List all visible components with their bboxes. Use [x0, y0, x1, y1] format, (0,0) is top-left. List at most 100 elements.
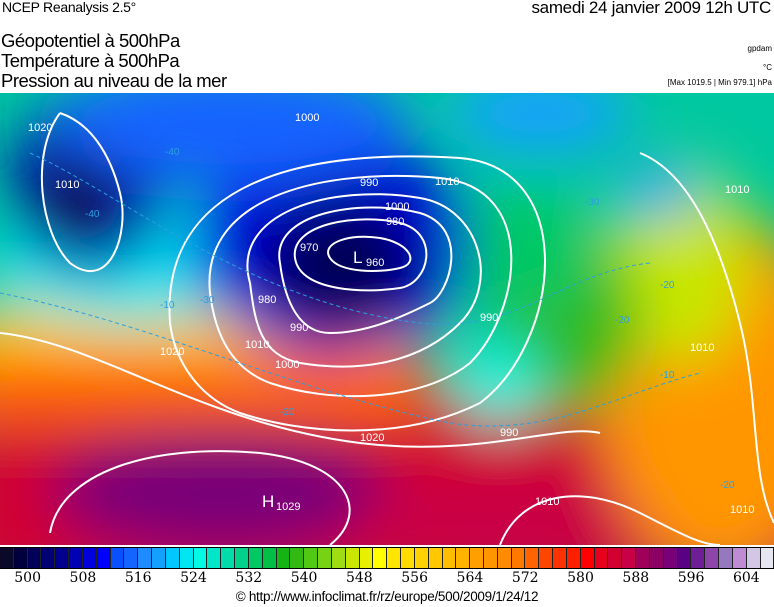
isotherm-label: -20	[280, 407, 295, 418]
color-scale-cell	[207, 548, 222, 568]
color-scale-cell	[359, 548, 374, 568]
color-scale-tick: 508	[69, 570, 97, 586]
color-scale-cell	[414, 548, 429, 568]
color-scale-cell	[248, 548, 263, 568]
high-value: 1029	[276, 501, 300, 513]
unit-pressure: [Max 1019.5 | Min 979.1] hPa	[667, 78, 772, 87]
color-scale-cell	[41, 548, 56, 568]
isotherm-label: -20	[615, 315, 630, 326]
isobar-970	[293, 218, 428, 292]
color-scale-cell	[566, 548, 581, 568]
isobar-1010	[168, 155, 546, 432]
color-scale-tick: 540	[290, 570, 318, 586]
color-scale-tick: 604	[732, 570, 760, 586]
color-scale-cell	[525, 548, 540, 568]
unit-geopotential: gpdam	[747, 44, 772, 53]
unit-temperature: °C	[763, 63, 772, 72]
color-scale-cell	[124, 548, 139, 568]
isotherm-label: -40	[165, 147, 180, 158]
color-scale-cell	[594, 548, 609, 568]
color-scale-cell	[331, 548, 346, 568]
color-scale-cell	[110, 548, 125, 568]
color-scale-cell	[262, 548, 277, 568]
color-scale-cell	[345, 548, 360, 568]
color-scale-cell	[428, 548, 443, 568]
color-scale-cell	[373, 548, 388, 568]
isobar-label: 1000	[295, 112, 319, 124]
isobar-label: 1010	[730, 504, 754, 516]
color-scale-cell	[719, 548, 733, 568]
color-scale-cell	[235, 548, 249, 568]
isobar-label: 990	[360, 177, 378, 189]
isotherm-label: -10	[160, 300, 175, 311]
isotherm-labels: -40 -40 -30 -30 -20 -20 -20 -20 -10 -10	[85, 147, 735, 491]
color-scale-cell	[608, 548, 623, 568]
color-scale	[0, 547, 774, 569]
isobar-label: 1010	[55, 179, 79, 191]
color-scale-cell	[691, 548, 706, 568]
color-scale-cell	[27, 548, 42, 568]
color-scale-cell	[442, 548, 457, 568]
isotherm-label: -20	[720, 480, 735, 491]
isotherm-label: -10	[660, 370, 675, 381]
color-scale-cell	[649, 548, 664, 568]
color-scale-cell	[401, 548, 415, 568]
isobar-label: 990	[290, 322, 308, 334]
title-geopotential: Géopotentiel à 500hPa	[1, 30, 180, 51]
color-scale-cell	[511, 548, 526, 568]
color-scale-tick: 580	[567, 570, 594, 586]
color-scale-cell	[677, 548, 692, 568]
model-source: NCEP Reanalysis 2.5°	[2, 0, 136, 15]
color-scale-tick: 532	[235, 570, 263, 586]
isobar-label: 1010	[535, 496, 559, 508]
color-scale-cell	[138, 548, 153, 568]
color-scale-cell	[55, 548, 70, 568]
color-scale-cell	[456, 548, 471, 568]
isotherm-label: -20	[660, 280, 675, 291]
color-scale-cell	[304, 548, 319, 568]
isobar-label: 980	[258, 294, 276, 306]
isobar-1000	[208, 175, 513, 398]
isobar-label: 1020	[160, 346, 184, 358]
title-temperature: Température à 500hPa	[1, 50, 180, 71]
color-scale-cell	[553, 548, 567, 568]
color-scale-cell	[179, 548, 194, 568]
color-scale-cell	[276, 548, 291, 568]
weather-map: L 960 H 1029 1020 1010 1000 990 980 970 980 990…	[0, 93, 774, 545]
low-symbol: L	[353, 248, 362, 267]
copyright-url[interactable]: © http://www.infoclimat.fr/rz/europe/500…	[235, 589, 539, 604]
isobar-label: 1010	[245, 339, 269, 351]
isobar-label: 980	[386, 216, 404, 228]
isobar-label: 970	[300, 242, 318, 254]
color-scale-cell	[732, 548, 747, 568]
isobar-990	[246, 193, 482, 368]
isobar-1010-africa	[499, 495, 721, 545]
isobar-label: 1010	[725, 184, 749, 196]
color-scale-tick: 564	[456, 570, 484, 586]
title-pressure: Pression au niveau de la mer	[1, 70, 227, 91]
isobar-980	[278, 206, 453, 335]
isobar-1020	[0, 332, 601, 448]
isobar-label: 1010	[435, 176, 459, 188]
color-scale-tick: 500	[14, 570, 42, 586]
color-scale-cell	[82, 548, 97, 568]
color-scale-tick: 596	[677, 570, 705, 586]
isotherm-label: -30	[200, 295, 215, 306]
color-scale-cell	[497, 548, 512, 568]
color-scale-tick: 588	[622, 570, 650, 586]
color-scale-cell	[152, 548, 166, 568]
color-scale-tick: 572	[511, 570, 539, 586]
isobars	[0, 112, 774, 545]
high-symbol: H	[262, 492, 274, 511]
isobar-1020-south	[49, 450, 351, 545]
geopotential-field	[0, 93, 774, 545]
color-scale-cell	[0, 548, 14, 568]
isobar-label: 1000	[275, 359, 299, 371]
pressure-center-high: H 1029	[262, 492, 300, 513]
color-scale-cell	[746, 548, 761, 568]
color-scale-cell	[663, 548, 678, 568]
color-scale-cell	[165, 548, 180, 568]
isotherm-label: -40	[85, 209, 100, 220]
color-scale-cell	[705, 548, 720, 568]
isobar-label: 990	[480, 312, 498, 324]
